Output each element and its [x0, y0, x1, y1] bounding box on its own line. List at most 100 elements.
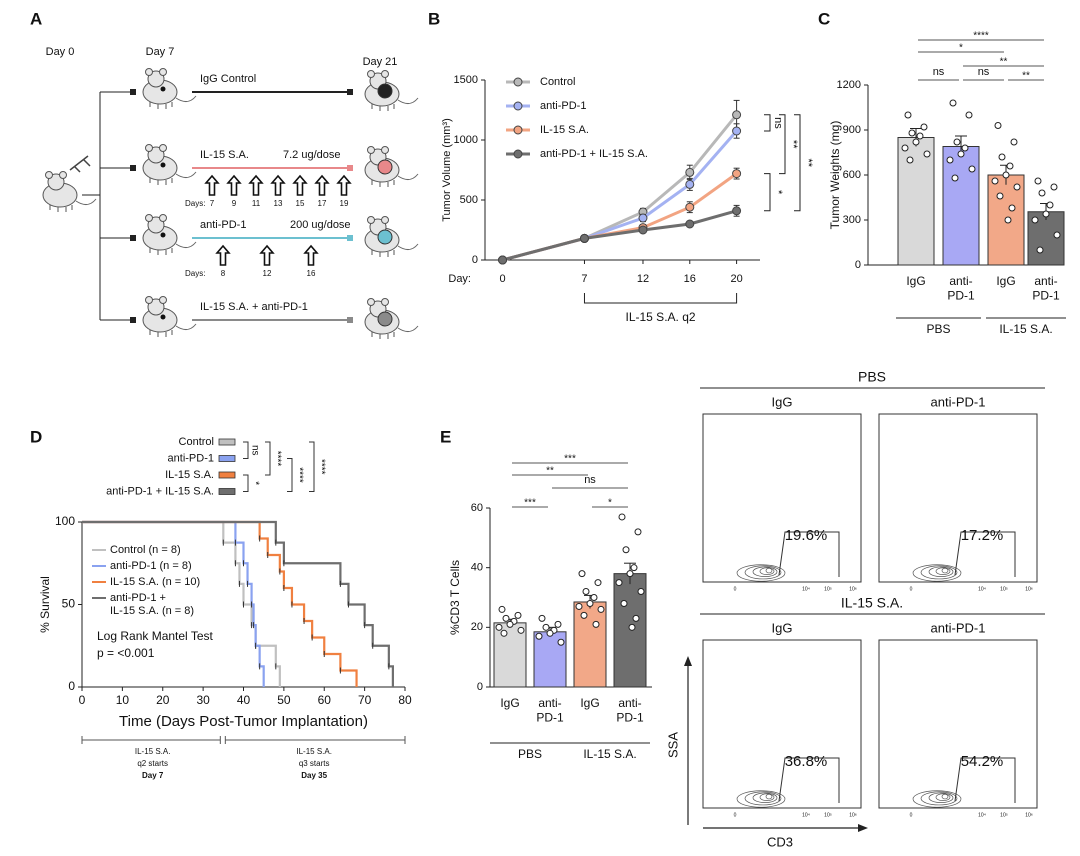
- gate: [954, 531, 1016, 577]
- axis-tick-label: 10⁶: [1025, 586, 1033, 592]
- legend-label: Control: [179, 436, 214, 448]
- data-point: [1013, 183, 1021, 191]
- group-label: PBS: [858, 369, 886, 385]
- data-point: [998, 153, 1006, 161]
- data-point: [557, 638, 565, 646]
- text-line: anti-PD-1 +: [110, 592, 169, 604]
- y-tick-label: 0: [472, 254, 478, 266]
- sig-label: ns: [933, 66, 945, 78]
- data-point: [597, 605, 605, 613]
- syringe: [69, 155, 91, 173]
- data-point: [634, 528, 642, 536]
- mouse-tail: [397, 97, 419, 104]
- axis-tick-label: 0: [910, 586, 913, 592]
- axis-tick-label: 0: [734, 812, 737, 818]
- mouse-ear: [159, 144, 167, 152]
- panel-letter: D: [30, 427, 42, 446]
- point: [579, 233, 589, 243]
- text-line: anti-: [618, 696, 641, 710]
- point: [685, 167, 695, 177]
- branch-end: [130, 317, 136, 323]
- mouse: [142, 214, 197, 251]
- group-label: PBS: [518, 747, 542, 761]
- treatment-end: [347, 317, 353, 323]
- contour: [744, 565, 782, 580]
- contour: [736, 790, 786, 808]
- sig-bracket: [243, 441, 249, 459]
- axis-tick-label: 0: [734, 586, 737, 592]
- row-dose: 7.2 ug/dose: [283, 149, 341, 161]
- data-point: [630, 564, 638, 572]
- data-point: [500, 629, 508, 637]
- sig-bracket: [779, 114, 786, 175]
- axis-tick-label: 0: [910, 812, 913, 818]
- contour: [920, 565, 958, 580]
- data-point: [618, 513, 626, 521]
- point: [685, 219, 695, 229]
- mouse-ear: [59, 171, 67, 179]
- x-tick-label: 10: [116, 693, 130, 707]
- data-point: [514, 611, 522, 619]
- gate-percent: 19.6%: [785, 527, 828, 544]
- treatment-end: [347, 165, 353, 171]
- data-point: [996, 192, 1004, 200]
- tumor: [160, 86, 166, 92]
- timeline-label: IL-15 S.A.: [296, 747, 332, 756]
- timeline-label: IL-15 S.A.: [135, 747, 171, 756]
- mouse-tail: [175, 95, 197, 102]
- sig-label: **: [802, 159, 814, 168]
- y-axis-label: Tumor Volume (mm³): [441, 118, 453, 222]
- sig-label: **: [1000, 57, 1008, 68]
- series-line: [502, 209, 738, 262]
- x-tick-label: anti-PD-1: [536, 696, 564, 724]
- legend-label: anti-PD-1: [168, 452, 214, 464]
- timeline-label: Day 7: [142, 771, 164, 780]
- contour: [912, 790, 962, 808]
- point: [638, 225, 648, 235]
- y-tick-label: 0: [855, 259, 861, 271]
- plot-label: anti-PD-1: [931, 394, 986, 409]
- axis-tick-label: 10⁵: [1000, 586, 1008, 592]
- sig-bracket: [764, 173, 771, 212]
- legend-label: Control: [540, 76, 575, 88]
- data-point: [1034, 177, 1042, 185]
- plot-label: anti-PD-1: [931, 620, 986, 635]
- mouse-head: [147, 70, 165, 88]
- mouse: [142, 68, 197, 105]
- data-point: [916, 132, 924, 140]
- y-tick-label: 0: [68, 679, 75, 693]
- group-label: IL-15 S.A.: [583, 747, 636, 761]
- day-number: 15: [296, 199, 305, 208]
- day-number: 16: [307, 269, 316, 278]
- data-point: [1006, 162, 1014, 170]
- mouse-ear: [381, 216, 389, 224]
- data-point: [1046, 201, 1054, 209]
- gate-percent: 54.2%: [961, 753, 1004, 770]
- data-point: [615, 579, 623, 587]
- data-point: [912, 138, 920, 146]
- dose-arrow: [314, 174, 330, 196]
- point: [685, 202, 695, 212]
- point: [732, 206, 742, 216]
- mouse-ear: [159, 296, 167, 304]
- mouse-ear: [145, 296, 153, 304]
- text-line: PD-1: [616, 711, 644, 725]
- mouse-ear: [45, 171, 53, 179]
- x-tick-label: 80: [398, 693, 412, 707]
- x-tick-label: anti-PD-1: [947, 274, 975, 302]
- day-number: 17: [318, 199, 327, 208]
- dose-arrow: [248, 174, 264, 196]
- data-point: [1042, 210, 1050, 218]
- data-point: [908, 129, 916, 137]
- data-point: [628, 623, 636, 631]
- text-line: PD-1: [1032, 289, 1060, 303]
- point: [685, 179, 695, 189]
- arrowhead: [684, 656, 692, 666]
- timeline-label: q3 starts: [299, 759, 330, 768]
- data-point: [949, 99, 957, 107]
- axis-tick-label: 10⁵: [824, 812, 832, 818]
- data-point: [1050, 183, 1058, 191]
- data-point: [1036, 246, 1044, 254]
- point: [732, 110, 742, 120]
- axis-tick-label: 10⁴: [802, 812, 810, 818]
